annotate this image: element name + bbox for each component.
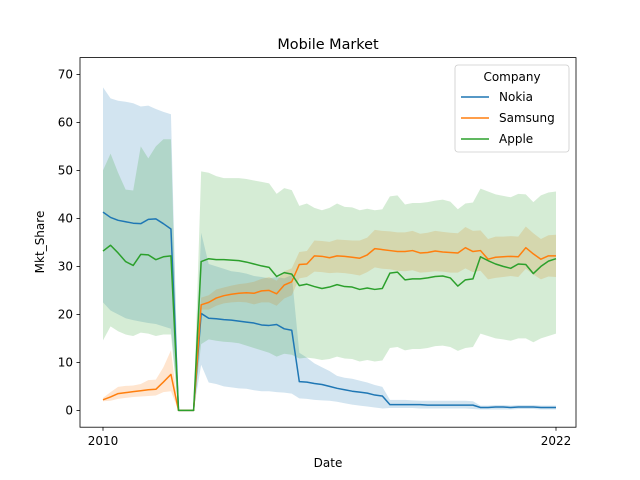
legend-label-samsung: Samsung: [499, 111, 555, 125]
x-axis: 2010 2022: [88, 427, 572, 448]
line-apple: [102, 244, 557, 412]
chart-title: Mobile Market: [277, 37, 379, 53]
legend-box: [454, 64, 570, 153]
y-tick-label: 70: [58, 68, 73, 82]
x-tick-label-start: 2010: [88, 434, 119, 448]
y-tick-label: 20: [58, 308, 73, 322]
band-samsung: [103, 226, 556, 411]
series-lines: [102, 211, 557, 412]
legend-label-apple: Apple: [499, 132, 533, 146]
legend: Company Nokia Samsung Apple: [454, 64, 570, 153]
y-tick-label: 60: [58, 116, 73, 130]
confidence-bands: [103, 87, 556, 411]
band-apple: [103, 139, 556, 411]
x-axis-label: Date: [314, 456, 343, 470]
y-axis: 0 10 20 30 40 50 60 70: [58, 68, 80, 418]
y-tick-label: 40: [58, 212, 73, 226]
band-nokia: [103, 87, 556, 411]
y-tick-label: 50: [58, 164, 73, 178]
legend-title: Company: [483, 70, 540, 84]
y-tick-label: 0: [65, 404, 73, 418]
y-axis-label: Mkt_Share: [33, 211, 47, 274]
plot-frame: [79, 57, 577, 428]
y-tick-label: 30: [58, 260, 73, 274]
legend-label-nokia: Nokia: [499, 90, 533, 104]
x-tick-label-end: 2022: [541, 434, 572, 448]
y-tick-label: 10: [58, 356, 73, 370]
